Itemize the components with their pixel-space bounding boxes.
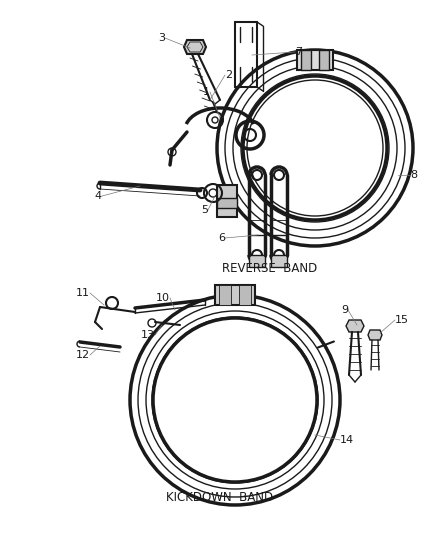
Text: 4: 4 (95, 191, 102, 201)
Bar (270, 255, 286, 267)
Bar (300, 50, 310, 70)
Polygon shape (345, 320, 363, 332)
Text: KICKDOWN  BAND: KICKDOWN BAND (166, 491, 273, 505)
Text: 14: 14 (339, 435, 353, 445)
Polygon shape (184, 40, 205, 54)
Text: 9: 9 (340, 305, 347, 315)
Text: 15: 15 (394, 315, 408, 325)
Text: 8: 8 (409, 170, 416, 180)
Bar (216, 198, 237, 208)
Bar (318, 50, 328, 70)
Bar (216, 185, 237, 217)
Text: 13: 13 (141, 330, 155, 340)
Text: 5: 5 (201, 205, 208, 215)
Text: REVERSE  BAND: REVERSE BAND (222, 262, 317, 274)
Text: 10: 10 (155, 293, 170, 303)
Bar (297, 50, 332, 70)
Text: 12: 12 (76, 350, 90, 360)
Text: 7: 7 (294, 47, 301, 57)
Text: 6: 6 (218, 233, 225, 243)
Text: 11: 11 (76, 288, 90, 298)
Text: 1: 1 (202, 87, 209, 97)
Bar (234, 22, 256, 87)
Bar (238, 285, 251, 305)
Text: 2: 2 (225, 70, 232, 80)
Bar (215, 285, 254, 305)
Bar (248, 255, 265, 267)
Text: 3: 3 (158, 33, 165, 43)
Polygon shape (367, 330, 381, 340)
Bar (219, 285, 230, 305)
